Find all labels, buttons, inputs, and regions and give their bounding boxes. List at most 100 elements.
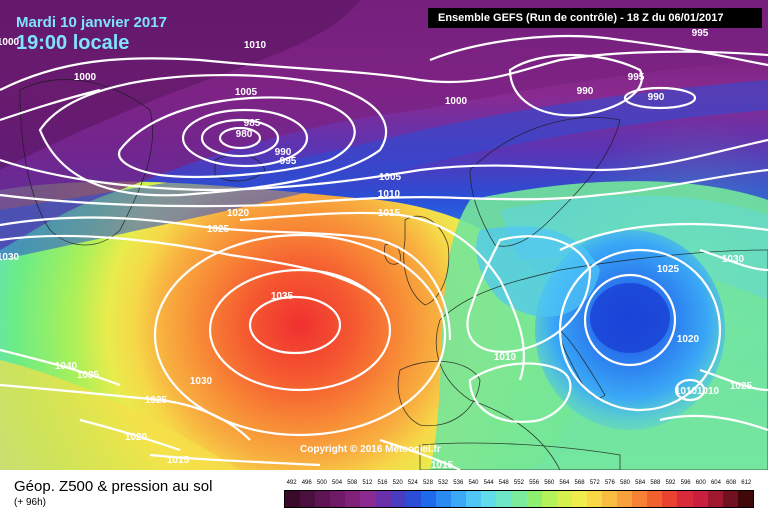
legend-value: 580 [620,480,631,486]
legend-value: 568 [574,480,585,486]
isobar-label: 1010 [675,386,698,397]
legend-swatch [315,491,331,507]
legend-value: 520 [392,480,403,486]
isobar-label: 1035 [271,291,294,302]
legend-value: 564 [559,480,570,486]
isobar-label: 1000 [74,72,97,83]
legend-swatch [496,491,512,507]
isobar-label: 995 [628,72,645,83]
isobar-label: 990 [275,147,292,158]
legend-swatch [722,491,738,507]
legend-value: 544 [483,480,494,486]
isobar-label: 980 [236,129,253,140]
lead-time: (+ 96h) [14,497,46,508]
isobar-label: 995 [692,28,709,39]
isobar-label: 1005 [235,87,258,98]
legend-swatch [677,491,693,507]
isobar-label: 1020 [227,208,250,219]
legend-swatch [556,491,572,507]
isobar-label: 1025 [730,381,753,392]
legend-value: 516 [377,480,388,486]
isobar-label: 1015 [167,455,190,466]
legend-swatch [511,491,527,507]
legend-labels: 492 496 500 504 508 512 516 520 524 528 532 536 540 5… [284,478,754,488]
legend-swatch [451,491,467,507]
legend-swatch [435,491,452,507]
map-title: Géop. Z500 & pression au sol [14,478,213,495]
isobar-label: 1040 [55,361,78,372]
legend-value: 492 [286,480,297,486]
legend-value: 612 [741,480,752,486]
legend-value: 508 [347,480,358,486]
isobar-label: 995 [280,156,297,167]
legend-value: 560 [544,480,555,486]
legend-swatch [420,491,436,507]
isobar-label: 1000 [0,37,20,48]
isobar-label: 1005 [379,172,402,183]
legend-swatch [345,491,361,507]
legend-value: 600 [695,480,706,486]
legend-value: 496 [301,480,312,486]
legend-value: 524 [407,480,418,486]
geopotential-field: 1000 1010 1005 985 980 990 995 1000 995 … [0,0,768,470]
isobar-label: 1015 [378,208,401,219]
isobar-label: 1030 [190,376,213,387]
isobar-label: 1030 [0,252,20,263]
isobar-label: 1025 [657,264,680,275]
legend-swatch [405,491,421,507]
legend-swatch [707,491,723,507]
legend-swatch [390,491,406,507]
legend-swatch [375,491,391,507]
legend-swatch [330,491,346,507]
isobar-label: 1025 [145,395,168,406]
legend-swatch [466,491,482,507]
legend-value: 596 [680,480,691,486]
forecast-time: 19:00 locale [16,32,130,54]
legend-swatch [692,491,708,507]
isobar-label: 1025 [207,224,230,235]
forecast-date: Mardi 10 janvier 2017 [16,14,167,31]
run-info: Ensemble GEFS (Run de contrôle) - 18 Z d… [428,8,762,28]
isobar-label: 1010 [494,352,517,363]
legend-swatch [617,491,633,507]
legend-value: 552 [513,480,524,486]
legend-swatch [662,491,678,507]
legend-swatch [300,491,316,507]
legend-value: 584 [635,480,646,486]
isobar-label: 1035 [77,370,100,381]
isobar-label: 985 [244,118,261,129]
legend-swatch [571,491,587,507]
legend-swatch [285,491,301,507]
legend-value: 548 [498,480,509,486]
legend-swatch [737,491,753,507]
isobar-label: 1010 [244,40,267,51]
legend-value: 556 [529,480,540,486]
isobar-label: 1020 [125,432,148,443]
isobar-label: 1030 [722,254,745,265]
isobar-labels: 1000 1010 1005 985 980 990 995 1000 995 … [0,28,753,470]
legend-swatch [647,491,663,507]
legend-value: 536 [453,480,464,486]
legend-swatches [284,490,754,508]
legend-value: 608 [726,480,737,486]
isobar-label: 990 [648,92,665,103]
legend-swatch [632,491,648,507]
legend-swatch [481,491,497,507]
legend-value: 500 [316,480,327,486]
isobar-label: 990 [577,86,594,97]
legend-swatch [526,491,542,507]
legend-value: 592 [665,480,676,486]
legend-swatch [586,491,602,507]
isobar-label: 1020 [677,334,700,345]
legend-value: 540 [468,480,479,486]
legend-value: 532 [438,480,449,486]
isobar-label: 1010 [378,189,401,200]
legend-swatch [541,491,557,507]
isobars [0,34,768,470]
isobar-label: 1000 [445,96,468,107]
isobar-label: 1010 [697,386,720,397]
copyright: Copyright © 2016 Meteociel.fr [300,444,441,455]
color-legend: 492 496 500 504 508 512 516 520 524 528 532 536 540 5… [284,478,754,510]
legend-value: 512 [362,480,373,486]
isobar-label: 1015 [431,460,454,470]
